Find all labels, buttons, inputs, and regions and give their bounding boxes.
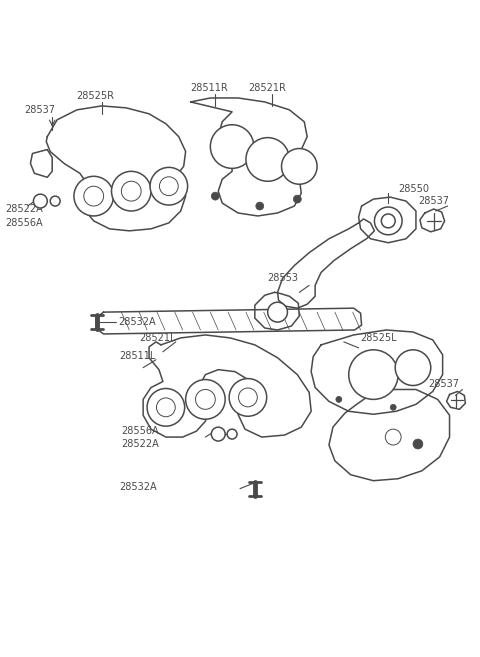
Circle shape (121, 181, 141, 201)
Text: 28522A: 28522A (121, 439, 159, 449)
Circle shape (147, 388, 185, 426)
Circle shape (227, 429, 237, 439)
Text: 28556A: 28556A (121, 426, 159, 436)
Text: 28511L: 28511L (120, 351, 156, 361)
Text: 28525R: 28525R (76, 91, 114, 101)
Circle shape (246, 137, 289, 181)
Circle shape (111, 171, 151, 211)
Circle shape (239, 388, 257, 407)
Polygon shape (420, 209, 444, 232)
Circle shape (390, 404, 396, 411)
Circle shape (186, 380, 225, 419)
Circle shape (150, 168, 188, 205)
Polygon shape (359, 197, 416, 242)
Circle shape (281, 148, 317, 184)
Polygon shape (255, 292, 300, 330)
Text: 28556A: 28556A (5, 218, 42, 228)
Polygon shape (329, 390, 450, 481)
Circle shape (336, 396, 342, 402)
Text: 28550: 28550 (398, 184, 429, 194)
Text: 28521R: 28521R (248, 83, 286, 93)
Text: 28522A: 28522A (5, 204, 43, 214)
Circle shape (159, 177, 178, 196)
Circle shape (84, 186, 104, 206)
Polygon shape (30, 150, 52, 177)
Polygon shape (191, 98, 307, 216)
Circle shape (268, 302, 288, 322)
Text: 28525L: 28525L (360, 333, 397, 343)
Circle shape (395, 350, 431, 386)
Circle shape (156, 398, 175, 417)
Circle shape (385, 429, 401, 445)
Text: 28537: 28537 (428, 378, 459, 388)
Polygon shape (277, 219, 374, 308)
Circle shape (256, 202, 264, 210)
Polygon shape (143, 335, 311, 437)
Text: 28553: 28553 (268, 273, 299, 283)
Text: 28532A: 28532A (120, 482, 157, 491)
Circle shape (210, 125, 254, 168)
Circle shape (293, 195, 301, 203)
Circle shape (195, 390, 216, 409)
Circle shape (50, 196, 60, 206)
Circle shape (229, 378, 267, 417)
Text: 28532A: 28532A (119, 317, 156, 327)
Text: 28537: 28537 (24, 105, 56, 115)
Polygon shape (311, 330, 443, 415)
Circle shape (211, 192, 219, 200)
Circle shape (374, 207, 402, 235)
Polygon shape (446, 392, 466, 409)
Text: 28511R: 28511R (191, 83, 228, 93)
Text: 28521L: 28521L (139, 333, 176, 343)
Polygon shape (96, 308, 361, 334)
Polygon shape (46, 106, 186, 231)
Circle shape (34, 194, 47, 208)
Text: 28537: 28537 (418, 196, 449, 206)
Circle shape (349, 350, 398, 399)
Circle shape (74, 176, 113, 216)
Circle shape (381, 214, 395, 228)
Circle shape (211, 427, 225, 441)
Circle shape (413, 439, 423, 449)
